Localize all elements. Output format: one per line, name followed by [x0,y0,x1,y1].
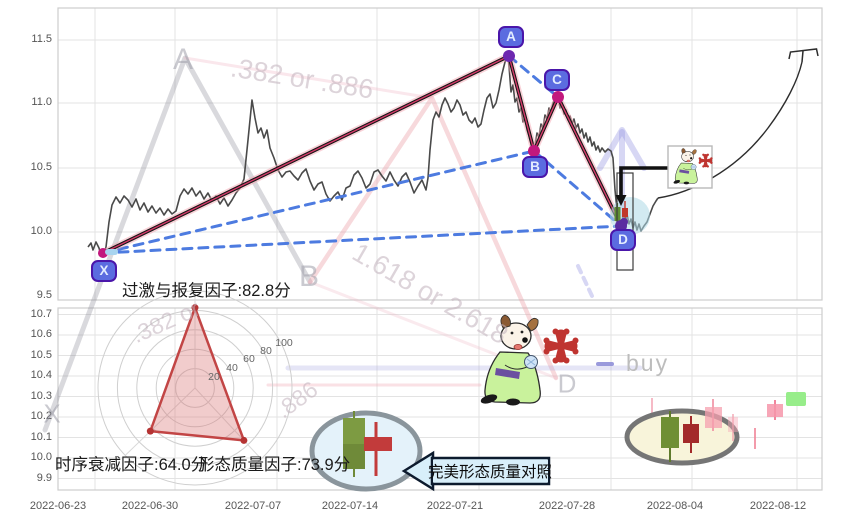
radar-tick: 40 [226,362,238,374]
xtick-date: 2022-08-12 [749,500,807,512]
ytick-bottom: 10.1 [30,430,52,443]
projection-curve [657,61,803,199]
ytick-top: 11.5 [31,33,52,45]
ytick-bottom: 10.5 [30,348,52,361]
xtick-date: 2022-07-07 [224,500,282,512]
radar-tick: 100 [275,337,293,349]
point-badge-b: B [522,156,548,178]
price-line [87,52,659,258]
xtick-date: 2022-07-21 [426,500,484,512]
callout-label: 完美形态质量对照 [427,464,553,481]
recent-candles [624,392,806,466]
d-thumbnail-box [667,145,713,189]
xtick-date: 2022-07-14 [321,500,379,512]
watermark-letter-x: X [43,398,61,429]
ytick-bottom: 10.4 [30,369,52,381]
point-badge-x: X [91,260,117,282]
ytick-bottom: 10.3 [30,389,52,402]
point-badge-a: A [498,26,524,48]
x-mini-marker [105,249,118,255]
xtick-date: 2022-08-04 [646,500,704,512]
decay-factor-label: 时序衰减因子:64.0分 [55,456,208,474]
ytick-bottom: 9.9 [36,471,52,484]
xtick-date: 2022-07-28 [538,500,596,512]
callout-arrow [401,450,551,492]
xtick-date: 2022-06-23 [29,500,87,512]
curve-t-cap [788,48,819,63]
ytick-bottom: 10.6 [30,328,52,340]
radar-chart [97,290,293,486]
panel-frames [57,7,823,491]
pattern-solid-lines [99,52,625,257]
d-zone-rectangle [616,172,634,271]
ytick-top: 10.5 [30,161,52,173]
watermark-letter-b: B [298,260,320,293]
elbow-arrow [615,166,668,206]
radar-tick: 20 [208,371,220,383]
point-badge-c: C [544,69,570,91]
ytick-top: 10.0 [30,225,52,237]
watermark-letter-a: A [172,43,194,76]
point-badge-d: D [610,229,636,251]
ytick-bottom: 10.0 [30,451,52,463]
overreaction-factor-label: 过激与报复因子:82.8分 [122,282,291,300]
pattern-candles-highlight [309,410,423,492]
watermark-letter-d: D [557,368,577,399]
radar-tick: 60 [243,353,255,365]
ytick-bottom: 10.2 [30,410,52,422]
xtick-date: 2022-06-30 [121,500,179,512]
ytick-top: 9.5 [36,289,52,301]
pattern-point-dots [98,50,628,258]
ytick-bottom: 10.7 [30,307,52,320]
background-perfect-pattern [42,55,647,433]
watermark-buy: buy [626,350,670,376]
radar-tick: 80 [260,345,272,357]
ytick-top: 11.0 [31,96,52,108]
quality-factor-label: 形态质量因子:73.9分 [198,456,351,474]
